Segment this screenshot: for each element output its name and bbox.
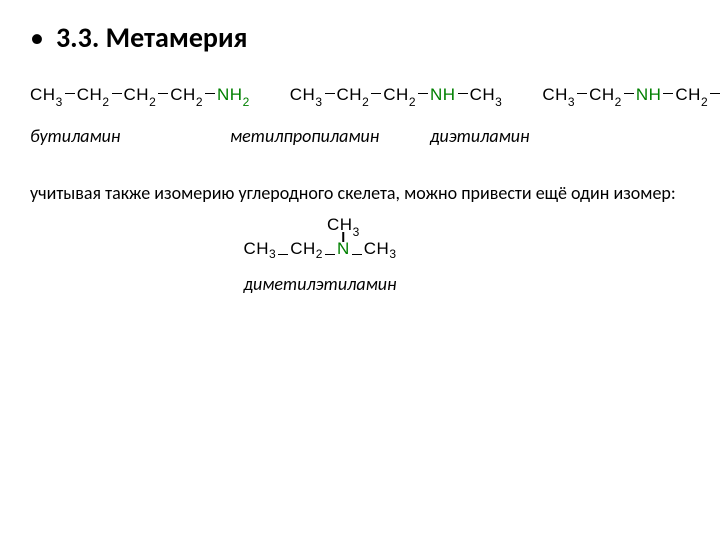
formula-methylpropylamine: CH3CH2CH2NHCH3	[290, 85, 503, 107]
formula-row-top: CH3CH2CH2CH2NH2 CH3CH2CH2NHCH3 CH3CH2NHC…	[30, 85, 690, 107]
formula-butylamine: CH3CH2CH2CH2NH2	[30, 85, 250, 107]
body-text: учитывая также изомерию углеродного скел…	[30, 182, 690, 204]
formula-diethylamine: CH3CH2NHCH2CH3	[542, 85, 720, 107]
name-butylamine: бутиламин	[30, 125, 230, 147]
names-row: бутиламин метилпропиламин диэтиламин	[30, 125, 690, 147]
bullet-icon: •	[30, 24, 44, 52]
page-title: 3.3. Метамерия	[56, 20, 248, 55]
formula-dimethylethylamine: CH3CH2CH3NCH3	[30, 239, 690, 259]
name-dimethylethylamine: диметилэтиламин	[30, 273, 690, 295]
heading-row: • 3.3. Метамерия	[30, 20, 690, 55]
name-diethylamine: диэтиламин	[430, 125, 630, 147]
name-methylpropylamine: метилпропиламин	[230, 125, 430, 147]
